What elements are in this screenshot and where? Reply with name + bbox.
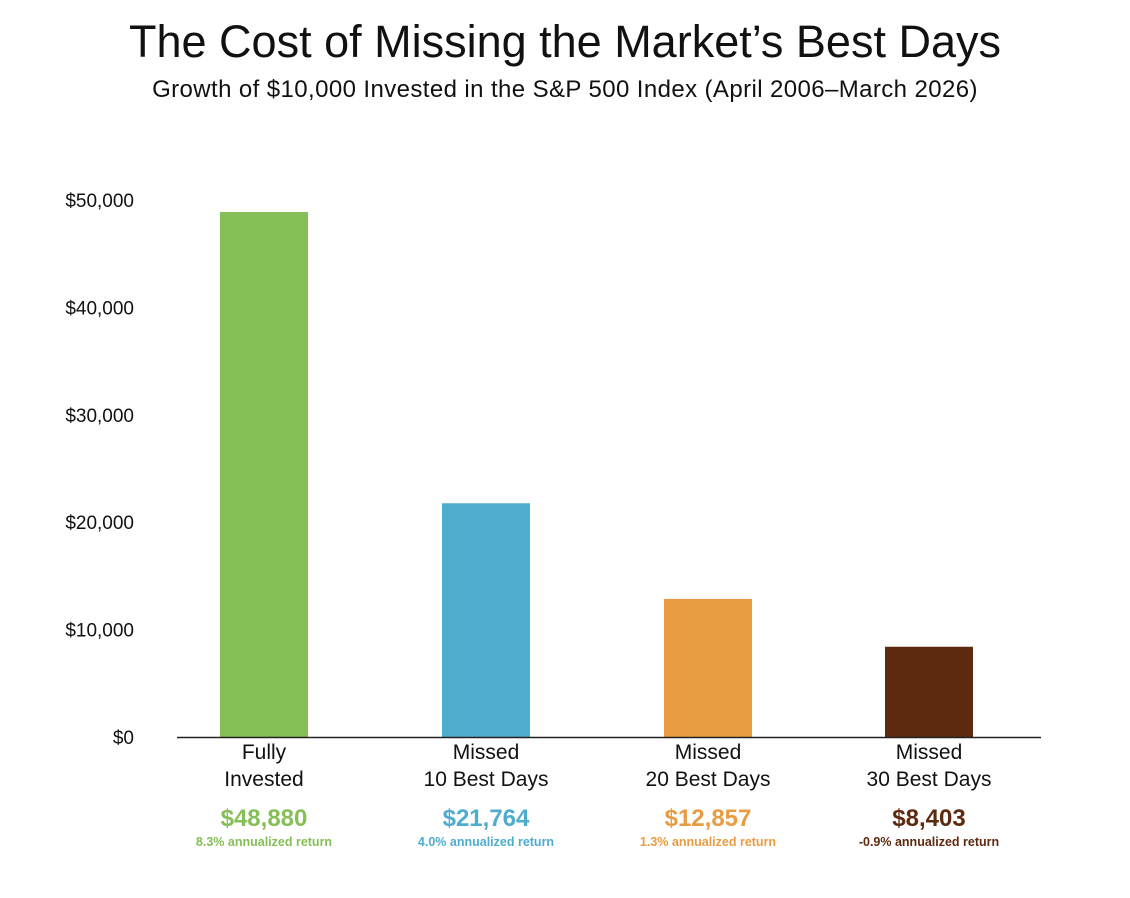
x-tick-label: 30 Best Days	[867, 768, 992, 791]
x-tick-label: Fully	[242, 741, 287, 764]
y-tick-label: $50,000	[65, 191, 134, 212]
data-label: $12,857	[665, 805, 752, 832]
value-labels: $48,880 8.3% annualized return $21,764 4.0%…	[196, 805, 999, 849]
y-tick-label: $40,000	[65, 298, 134, 319]
x-tick-label: 10 Best Days	[424, 768, 549, 791]
data-label: $48,880	[221, 805, 308, 832]
y-axis-ticks: $0 $10,000 $20,000 $30,000 $40,000 $50,000	[65, 191, 134, 749]
data-label: $21,764	[443, 805, 530, 832]
y-tick-label: $30,000	[65, 406, 134, 427]
x-tick-label: Invested	[224, 768, 303, 791]
y-tick-label: $10,000	[65, 621, 134, 642]
y-tick-label: $20,000	[65, 513, 134, 534]
x-tick-label: Missed	[896, 741, 963, 764]
bar	[442, 503, 530, 737]
bar	[220, 212, 308, 737]
data-label: $8,403	[892, 805, 965, 832]
return-label: -0.9% annualized return	[859, 835, 999, 849]
bar	[664, 598, 752, 737]
bar	[885, 646, 973, 737]
return-label: 4.0% annualized return	[418, 835, 554, 849]
chart-subtitle: Growth of $10,000 Invested in the S&P 50…	[152, 76, 978, 103]
chart-title: The Cost of Missing the Market’s Best Da…	[129, 16, 1001, 67]
bars	[220, 212, 973, 737]
return-label: 8.3% annualized return	[196, 835, 332, 849]
y-tick-label: $0	[113, 728, 134, 749]
return-label: 1.3% annualized return	[640, 835, 776, 849]
x-tick-label: Missed	[453, 741, 520, 764]
category-labels: Fully Invested Missed 10 Best Days Missed 20 …	[224, 741, 991, 791]
x-tick-label: 20 Best Days	[646, 768, 771, 791]
x-tick-label: Missed	[675, 741, 742, 764]
